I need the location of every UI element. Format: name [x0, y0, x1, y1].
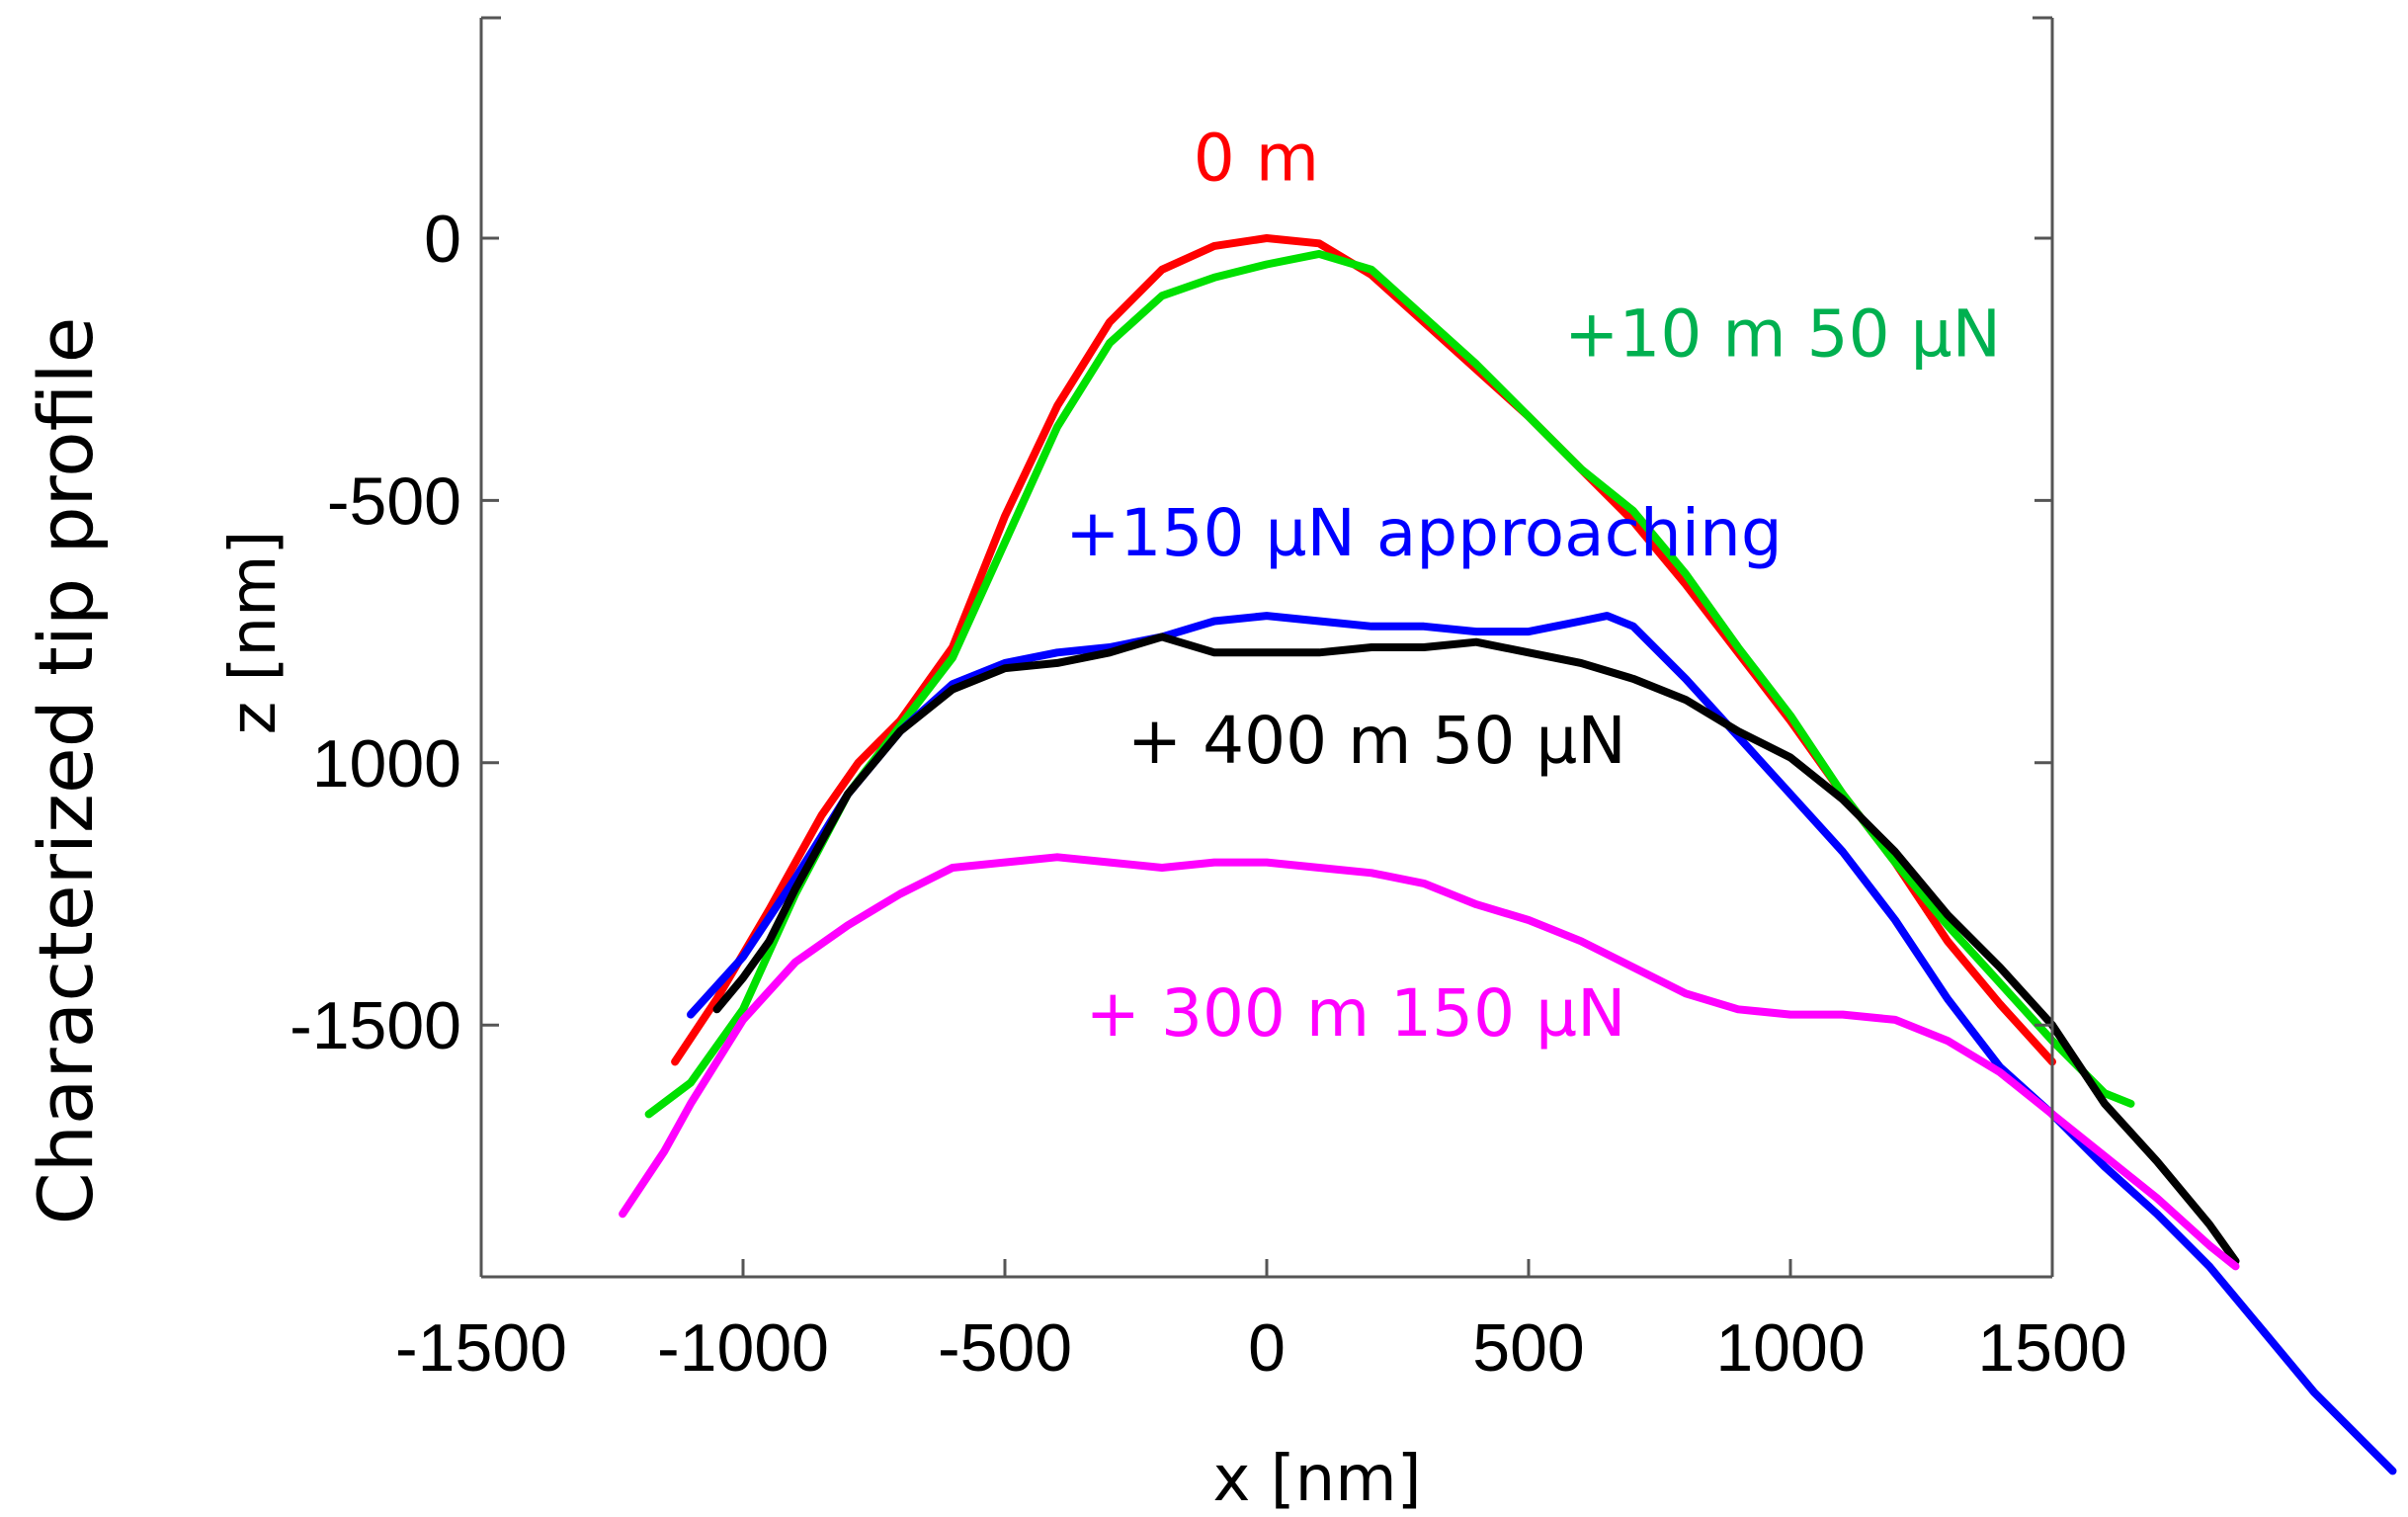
x-tick-label: 1500 — [1977, 1310, 2126, 1386]
x-tick-label: 1000 — [1715, 1310, 1865, 1386]
x-tick-label: 500 — [1472, 1310, 1584, 1386]
curves-layer — [619, 234, 2397, 1475]
y-tick-label: 0 — [424, 202, 461, 277]
series-annotation-1: 0 m — [1194, 121, 1319, 197]
y-tick-label: -500 — [327, 464, 461, 539]
ticks-layer: -1500 -1000 -500 0 500 1000 1500 0 -500 1000 -1500 — [290, 202, 2127, 1386]
x-tick-label: -1500 — [395, 1310, 567, 1386]
x-axis-label: x [nm] — [1212, 1443, 1421, 1516]
side-title: Characterized tip profile — [22, 317, 110, 1225]
x-tick-label: 0 — [1248, 1310, 1286, 1386]
series-annotation-4: + 400 m 50 µN — [1127, 703, 1626, 779]
series-annotation-3: +150 µN approaching — [1065, 495, 1783, 571]
y-tick-label: -1500 — [290, 988, 461, 1063]
y-tick-label: 1000 — [312, 726, 461, 801]
y-axis-label: z [nm] — [217, 531, 291, 735]
x-tick-label: -1000 — [657, 1310, 829, 1386]
series-line-5 — [619, 853, 2240, 1271]
series-line-4 — [712, 632, 2240, 1266]
series-annotation-2: +10 m 50 µN — [1564, 295, 2001, 372]
series-line-3 — [687, 612, 2397, 1475]
x-tick-label: -500 — [938, 1310, 1072, 1386]
axes-frame — [479, 16, 2054, 1279]
annotations-layer: 0 m +10 m 50 µN +150 µN approaching + 400 m… — [1065, 121, 2001, 1052]
series-annotation-5: + 300 m 150 µN — [1086, 975, 1626, 1052]
